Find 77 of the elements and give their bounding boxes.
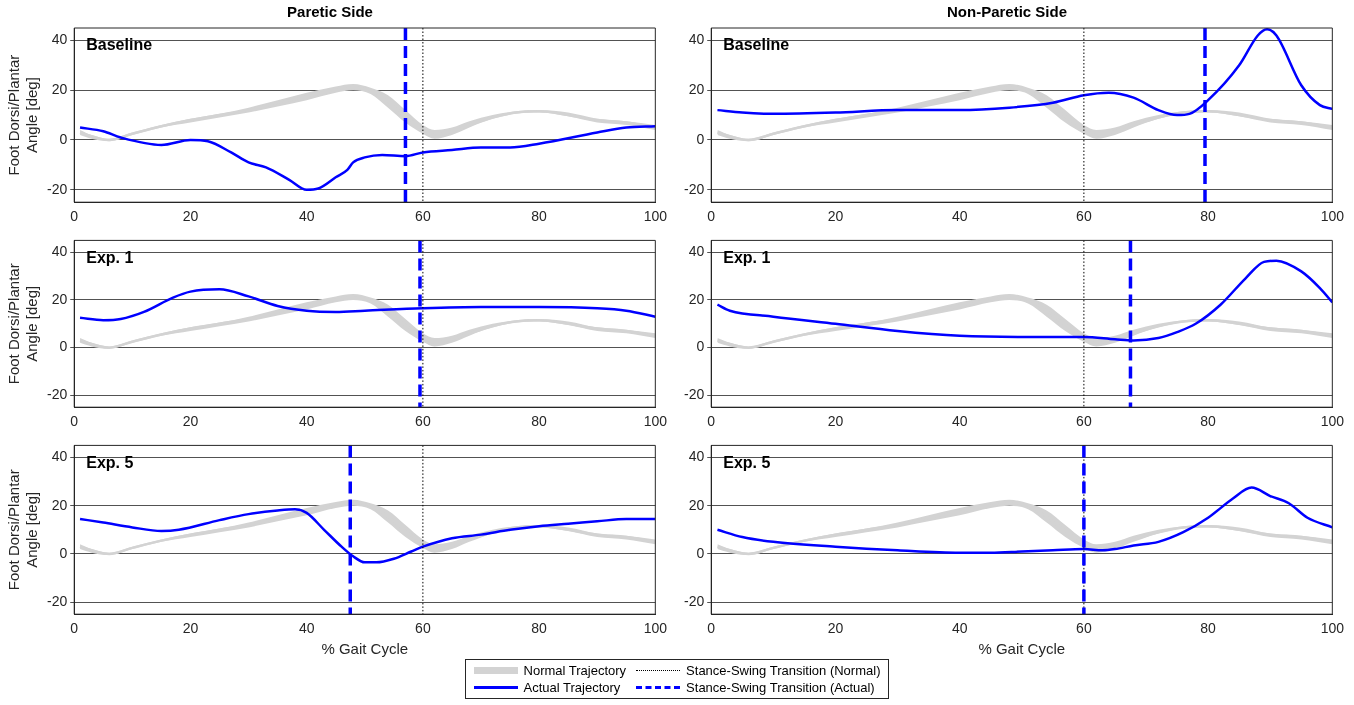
x-tick-label: 60 [1076,208,1092,225]
x-tick-label: 80 [1200,620,1217,637]
x-tick-label: 40 [951,413,968,430]
y-axis-title: Foot Dorsi/Plantar Angle [deg] [5,54,41,176]
annotation: Baseline [86,36,153,54]
x-tick-label: 20 [182,413,199,430]
y-tick-label: -20 [684,593,705,609]
x-tick-label: 40 [951,208,968,225]
y-tick-label: 20 [51,81,68,98]
x-tick-label: 60 [415,620,431,637]
y-tick-label: 40 [688,243,705,260]
chart-title: Non-Paretic Side [946,3,1068,21]
y-tick-label: 0 [696,338,705,355]
x-tick-label: 80 [531,208,548,225]
legend-label: Stance-Swing Transition (Actual) [686,680,875,695]
x-tick-label: 0 [70,208,79,225]
annotation: Exp. 5 [723,453,771,471]
x-tick-label: 40 [298,413,315,430]
x-tick-label: 60 [1076,620,1092,637]
x-tick-label: 20 [827,620,844,637]
y-tick-label: 40 [688,31,705,48]
legend-label: Actual Trajectory [523,680,621,695]
y-tick-label: -20 [684,386,705,403]
y-tick-label: 40 [51,243,68,260]
x-tick-label: 100 [643,620,668,637]
x-tick-label: 0 [70,413,79,430]
x-tick-label: 20 [182,620,199,637]
y-tick-label: 40 [51,448,68,465]
chart-title: Paretic Side [287,3,373,21]
y-tick-label: 20 [51,496,68,513]
y-axis-title: Foot Dorsi/Plantar Angle [deg] [5,263,41,385]
annotation: Exp. 1 [723,248,771,266]
x-tick-label: 80 [1200,208,1217,225]
y-tick-label: -20 [47,593,68,609]
y-tick-label: 40 [688,448,705,465]
y-tick-label: 0 [696,544,705,561]
x-tick-label: 100 [643,208,668,225]
x-axis-title: % Gait Cycle [321,640,409,658]
annotation: Baseline [723,36,790,54]
x-tick-label: 100 [643,413,668,430]
y-tick-label: 0 [59,130,68,147]
y-tick-label: 0 [696,130,705,147]
x-tick-label: 80 [531,620,548,637]
x-tick-label: 40 [298,208,315,225]
x-tick-label: 80 [1200,413,1217,430]
y-tick-label: 40 [51,31,68,48]
y-tick-label: 0 [59,544,68,561]
y-tick-label: -20 [684,180,705,197]
y-tick-label: -20 [47,180,68,197]
x-tick-label: 40 [951,620,968,637]
y-tick-label: 0 [59,338,68,355]
legend-label: Stance-Swing Transition (Normal) [686,663,881,678]
y-tick-label: 20 [688,290,705,307]
annotation: Exp. 5 [86,453,134,471]
x-axis-title: % Gait Cycle [978,640,1066,658]
x-tick-label: 100 [1320,413,1345,430]
x-tick-label: 60 [415,413,431,430]
x-tick-label: 0 [70,620,79,637]
x-tick-label: 20 [182,208,199,225]
x-tick-label: 40 [298,620,315,637]
x-tick-label: 0 [707,620,716,637]
y-tick-label: -20 [47,386,68,403]
legend-label: Normal Trajectory [523,663,627,678]
annotation: Exp. 1 [86,248,134,266]
x-tick-label: 100 [1320,620,1345,637]
x-tick-label: 0 [707,208,716,225]
x-tick-label: 20 [827,413,844,430]
y-tick-label: 20 [688,496,705,513]
x-tick-label: 80 [531,413,548,430]
x-tick-label: 20 [827,208,844,225]
y-axis-title: Foot Dorsi/Plantar Angle [deg] [5,469,41,591]
x-tick-label: 60 [1076,413,1092,430]
x-tick-label: 0 [707,413,716,430]
y-tick-label: 20 [51,290,68,307]
x-tick-label: 60 [415,208,431,225]
x-tick-label: 100 [1320,208,1345,225]
y-tick-label: 20 [688,81,705,98]
